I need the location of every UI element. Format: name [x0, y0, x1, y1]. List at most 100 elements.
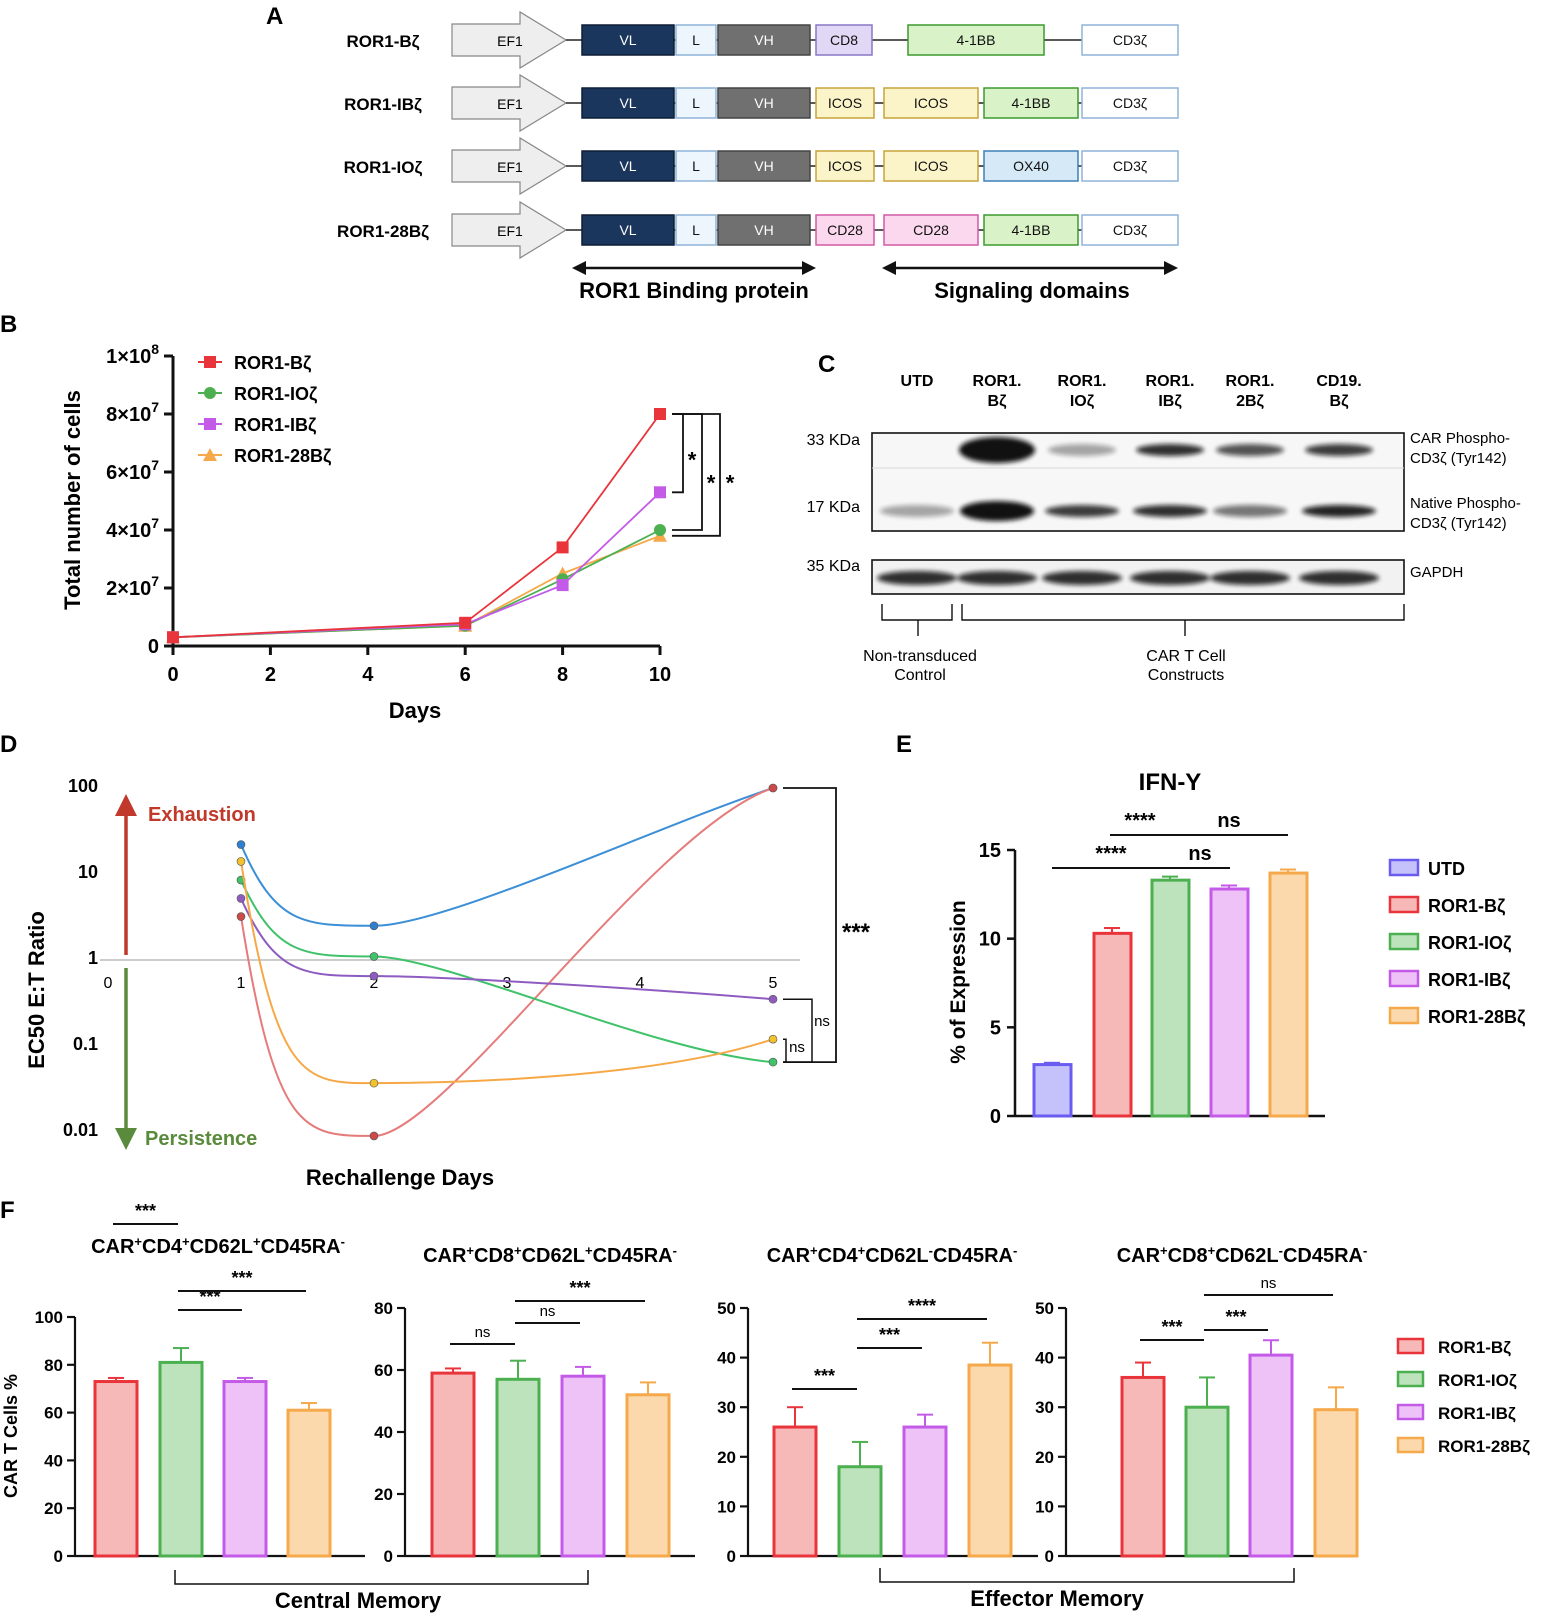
- band-car-cd3z: [1216, 444, 1284, 456]
- title-part: CD62L: [522, 1245, 585, 1267]
- bar: [902, 1425, 948, 1558]
- group-label: CAR T Cell: [1146, 648, 1225, 665]
- y-tick-label: 10: [717, 1497, 736, 1516]
- y-tick-exponent: 7: [151, 457, 159, 473]
- data-point: [236, 894, 246, 903]
- domain-label: L: [692, 158, 700, 174]
- data-point: [236, 840, 246, 849]
- group-label: Constructs: [1148, 667, 1224, 684]
- domain-box: [581, 87, 675, 119]
- domain-box: [717, 24, 811, 56]
- sig-label: ***: [1225, 1307, 1246, 1327]
- sig-label: ****: [1124, 810, 1155, 832]
- sig-label: ***: [879, 1325, 900, 1345]
- y-tick-label: 80: [44, 1356, 63, 1375]
- y-tick-label: 10: [78, 862, 98, 882]
- band-label: CD3ζ (Tyr142): [1410, 450, 1507, 467]
- title-part: CAR: [767, 1245, 811, 1267]
- ef1-promoter-arrow: [451, 73, 568, 133]
- data-point: [768, 783, 778, 793]
- domain-box: [581, 150, 675, 182]
- y-tick-label: 5: [990, 1017, 1001, 1039]
- legend-swatch: [1396, 1403, 1425, 1421]
- y-tick-label: 30: [717, 1398, 736, 1417]
- domain-box: [1081, 87, 1179, 119]
- sig-label: ns: [814, 1013, 830, 1030]
- legend-label: UTD: [1428, 859, 1465, 879]
- y-tick-label: 50: [1035, 1299, 1054, 1318]
- kda-label: 17 KDa: [807, 499, 860, 516]
- band-label: CD3ζ (Tyr142): [1410, 515, 1507, 532]
- domain-label: 4-1BB: [1012, 95, 1051, 111]
- legend-swatch: [1388, 969, 1420, 988]
- sig-label: *: [707, 471, 716, 496]
- effector-memory-bracket: [879, 1568, 1295, 1583]
- bar: [1032, 1063, 1073, 1118]
- x-tick-label: 6: [460, 664, 471, 686]
- domain-label: ICOS: [828, 158, 862, 174]
- lane-label: IBζ: [1158, 393, 1182, 410]
- legend-swatch: [1388, 858, 1420, 877]
- domain-label: EF1: [497, 159, 523, 175]
- y-tick-label: 100: [68, 776, 98, 796]
- y-tick-label: 4×107: [106, 515, 159, 542]
- bar: [158, 1360, 204, 1558]
- y-tick-base: 8×10: [106, 404, 151, 426]
- y-tick-label: 40: [44, 1451, 63, 1470]
- series-line: [172, 529, 661, 639]
- legend-swatch: [1396, 1370, 1425, 1388]
- title-part: CAR: [423, 1245, 467, 1267]
- band-native-cd3z: [1213, 505, 1287, 517]
- lane-label: ROR1.: [1146, 373, 1195, 390]
- kda-label: 33 KDa: [807, 432, 860, 449]
- sig-bracket: [672, 413, 684, 494]
- lane-label: Bζ: [1330, 393, 1350, 410]
- band-gapdh: [1210, 571, 1290, 585]
- title-part: CD8: [474, 1245, 514, 1267]
- title-superscript: +: [858, 1243, 866, 1258]
- band-gapdh: [877, 571, 957, 585]
- y-tick-label: 15: [979, 840, 1001, 862]
- binding-protein-label: ROR1 Binding protein: [579, 278, 809, 303]
- legend-label: ROR1-Bζ: [1428, 896, 1505, 917]
- title-superscript: +: [1208, 1243, 1216, 1258]
- y-axis-title: % of Expression: [947, 900, 970, 1063]
- bar: [1150, 878, 1191, 1118]
- bar: [625, 1393, 671, 1558]
- sig-bracket: [783, 998, 813, 1063]
- y-tick-label: 100: [35, 1308, 63, 1327]
- domain-label: EF1: [497, 33, 523, 49]
- band-car-cd3z: [1048, 444, 1116, 456]
- domain-box: [883, 150, 979, 182]
- band-car-cd3z: [959, 437, 1035, 463]
- construct-name: ROR1-28Bζ: [337, 222, 429, 241]
- domain-label: ICOS: [828, 95, 862, 111]
- panel-d-rechallenge-chart: 0 1 2 3 4 50.010.1110100ExhaustionPersistence…: [24, 776, 871, 1190]
- title-superscript: -: [673, 1243, 677, 1258]
- title-superscript: +: [253, 1234, 261, 1249]
- title-superscript: +: [514, 1243, 522, 1258]
- panel-d-label: D: [0, 731, 17, 758]
- y-tick-label: 60: [374, 1361, 393, 1380]
- domain-box: [1081, 24, 1179, 56]
- sig-label: ns: [540, 1303, 556, 1320]
- domain-box: [717, 150, 811, 182]
- bar: [93, 1380, 139, 1558]
- group-bracket-control: [881, 604, 953, 621]
- data-point: [654, 524, 666, 536]
- y-tick-label: 8×107: [106, 399, 159, 426]
- y-tick-label: 40: [717, 1349, 736, 1368]
- legend-swatch: [1396, 1337, 1425, 1355]
- sig-label: *: [688, 448, 697, 473]
- x-tick-label: 4: [636, 975, 645, 992]
- y-tick-exponent: 7: [151, 399, 159, 415]
- sig-label: ***: [1161, 1317, 1182, 1337]
- x-tick-label: 8: [557, 664, 568, 686]
- bar: [495, 1377, 541, 1558]
- series-curve: [240, 787, 774, 1137]
- construct-row: ROR1-IOζ EF1 VL L VH ICOS ICOS OX40 CD3ζ: [344, 136, 1179, 196]
- sig-label: ***: [231, 1268, 252, 1288]
- kda-label: 35 KDa: [807, 558, 860, 575]
